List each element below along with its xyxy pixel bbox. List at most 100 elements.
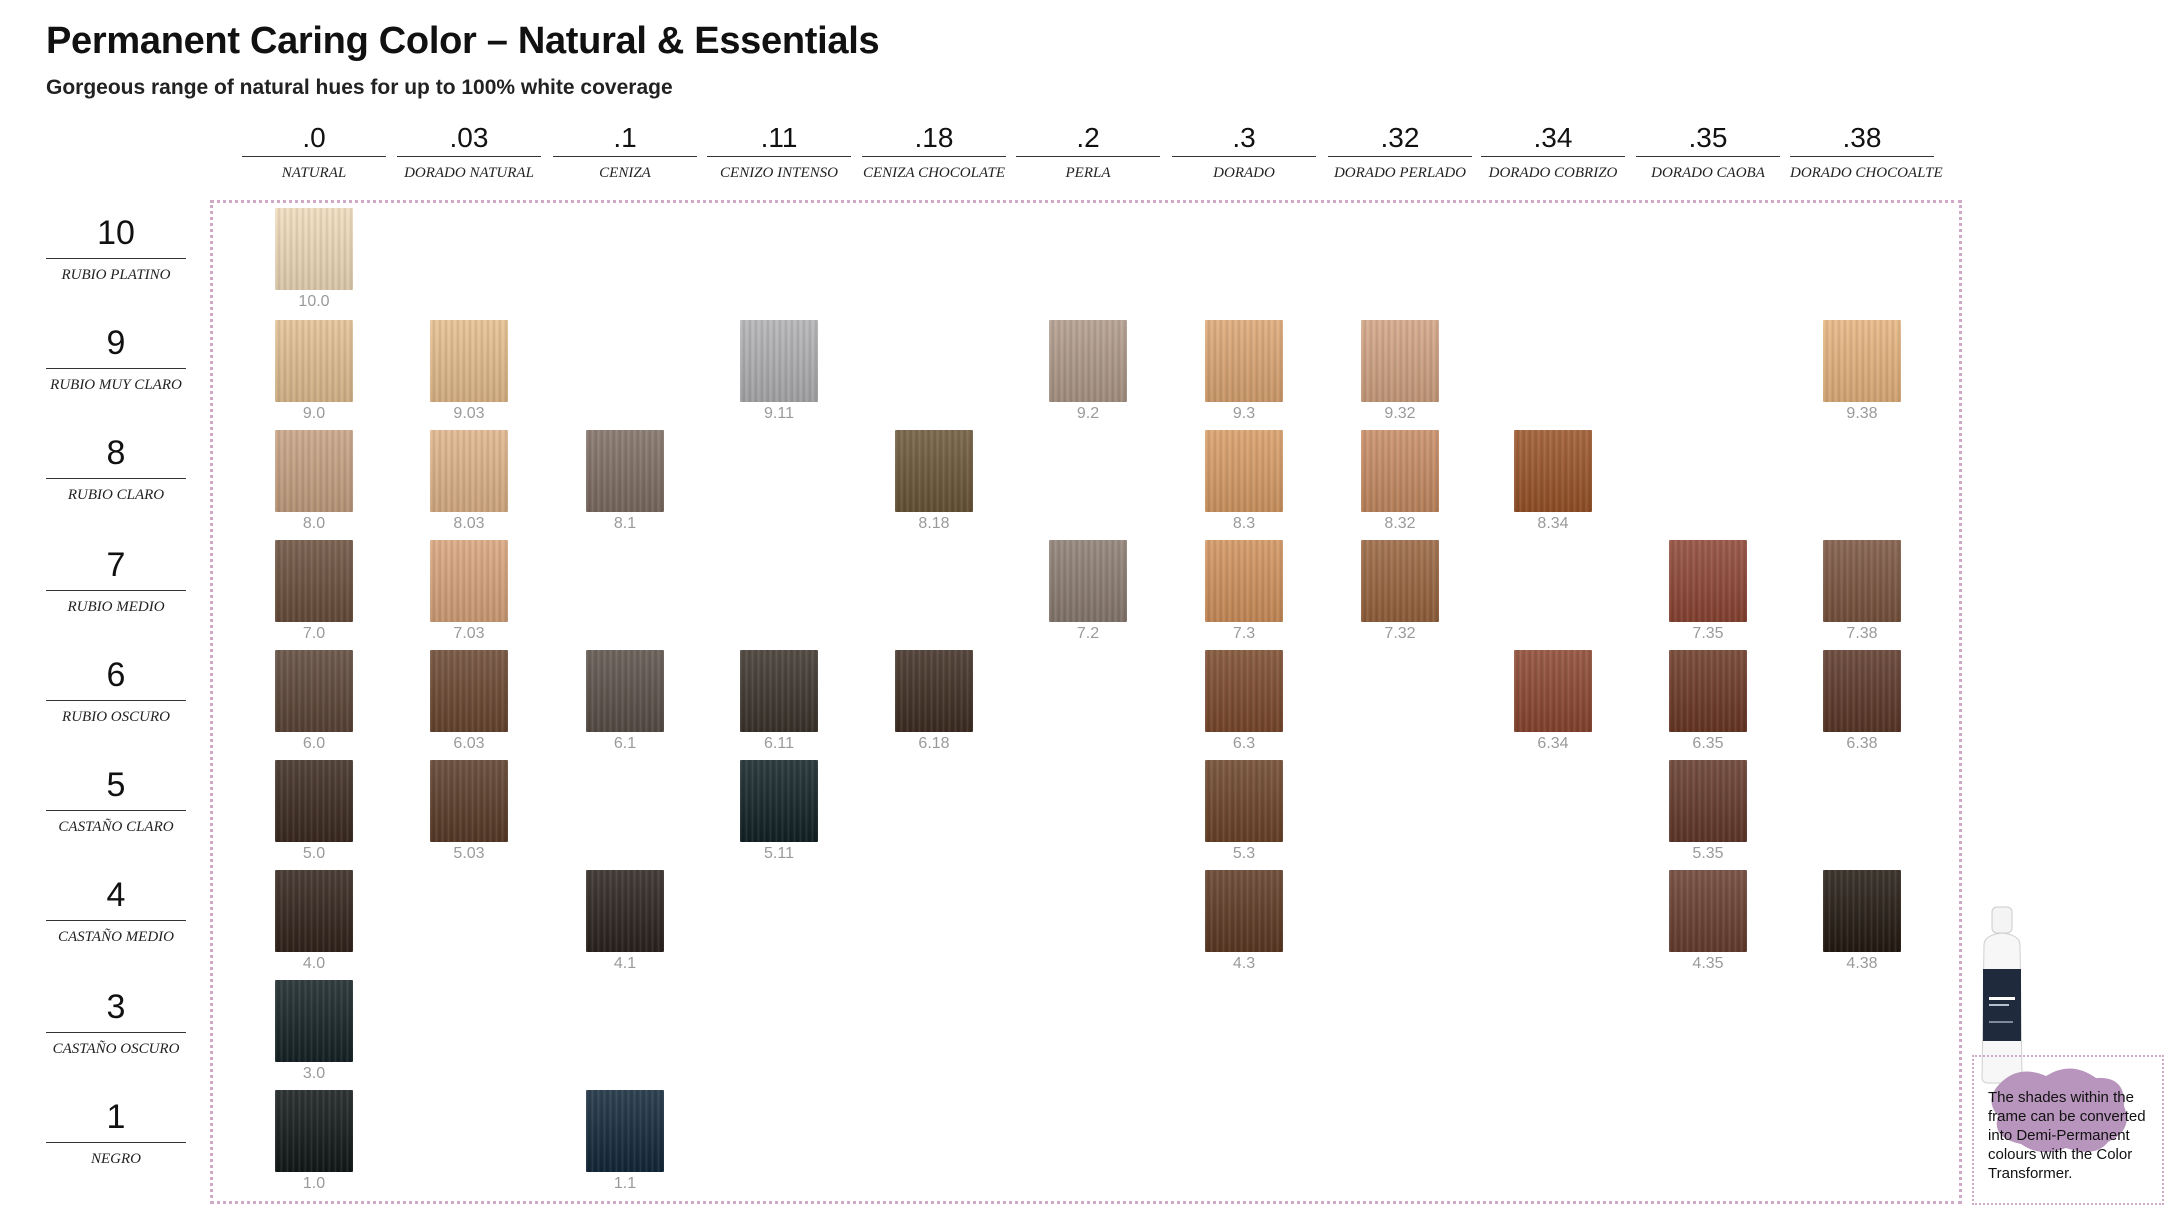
shade-swatch: 7.0: [275, 540, 353, 642]
column-name: DORADO: [1213, 165, 1275, 181]
shade-swatch: 9.32: [1361, 320, 1439, 422]
hair-color-tile: [430, 430, 508, 512]
hair-color-tile: [1205, 870, 1283, 952]
column-code: .35: [1636, 120, 1780, 157]
shade-swatch: 8.1: [586, 430, 664, 532]
row-name: RUBIO OSCURO: [62, 709, 170, 725]
column-code: .18: [862, 120, 1006, 157]
shade-label: 1.0: [302, 1175, 326, 1192]
shade-label: 4.3: [1232, 955, 1256, 972]
color-transformer-bottle-icon: [1981, 906, 2023, 1084]
hair-color-tile: [275, 320, 353, 402]
shade-swatch: 9.0: [275, 320, 353, 422]
column-name: DORADO NATURAL: [404, 165, 534, 181]
shade-swatch: 5.0: [275, 760, 353, 862]
shade-label: 5.03: [453, 845, 485, 862]
shade-swatch: 4.3: [1205, 870, 1283, 972]
shade-label: 9.0: [302, 405, 326, 422]
shade-label: 8.0: [302, 515, 326, 532]
note-frame: [1972, 1055, 2164, 1205]
row-name: RUBIO MUY CLARO: [50, 377, 182, 393]
row-header: 4 CASTAÑO MEDIO: [46, 870, 186, 946]
shade-label: 7.0: [302, 625, 326, 642]
row-level: 6: [46, 650, 186, 701]
shade-label: 5.0: [302, 845, 326, 862]
shade-swatch: 7.38: [1823, 540, 1901, 642]
hair-color-tile: [740, 650, 818, 732]
hair-color-tile: [1361, 320, 1439, 402]
shade-swatch: 1.0: [275, 1090, 353, 1192]
hair-color-tile: [1205, 430, 1283, 512]
hair-color-tile: [1669, 870, 1747, 952]
hair-color-tile: [895, 430, 973, 512]
column-name: DORADO CHOCOALTE: [1790, 165, 1943, 181]
shade-swatch: 9.03: [430, 320, 508, 422]
row-name: CASTAÑO CLARO: [58, 819, 174, 835]
hair-color-tile: [1669, 650, 1747, 732]
column-code: .32: [1328, 120, 1472, 157]
shade-label: 5.35: [1692, 845, 1724, 862]
hair-color-tile: [1205, 650, 1283, 732]
shade-label: 7.3: [1232, 625, 1256, 642]
shade-swatch: 4.35: [1669, 870, 1747, 972]
row-level: 1: [46, 1092, 186, 1143]
shade-label: 9.38: [1846, 405, 1878, 422]
shade-label: 7.32: [1384, 625, 1416, 642]
column-header: .38 DORADO CHOCOALTE: [1790, 120, 1943, 182]
column-name: CENIZA CHOCOLATE: [862, 165, 1006, 181]
column-name: DORADO CAOBA: [1651, 165, 1765, 181]
shade-label: 7.2: [1076, 625, 1100, 642]
row-name: RUBIO MEDIO: [67, 599, 165, 615]
shade-swatch: 9.2: [1049, 320, 1127, 422]
column-code: .34: [1481, 120, 1625, 157]
shade-swatch: 6.35: [1669, 650, 1747, 752]
shade-label: 9.32: [1384, 405, 1416, 422]
shade-label: 6.03: [453, 735, 485, 752]
hair-color-tile: [740, 760, 818, 842]
shade-swatch: 8.32: [1361, 430, 1439, 532]
row-level: 10: [46, 208, 186, 259]
row-header: 3 CASTAÑO OSCURO: [46, 982, 186, 1058]
column-header: .18 CENIZA CHOCOLATE: [862, 120, 1006, 182]
paint-splash-icon: [1991, 1068, 2127, 1153]
row-header: 10 RUBIO PLATINO: [46, 208, 186, 284]
row-header: 9 RUBIO MUY CLARO: [46, 318, 186, 394]
shade-label: 6.0: [302, 735, 326, 752]
shade-label: 6.11: [764, 735, 794, 752]
hair-color-tile: [1514, 430, 1592, 512]
hair-color-tile: [1205, 540, 1283, 622]
shade-swatch: 7.3: [1205, 540, 1283, 642]
row-name: NEGRO: [91, 1151, 141, 1167]
row-level: 7: [46, 540, 186, 591]
column-name: DORADO PERLADO: [1333, 165, 1467, 181]
column-name: NATURAL: [281, 165, 347, 181]
shade-label: 6.18: [918, 735, 950, 752]
hair-color-tile: [1049, 320, 1127, 402]
shade-swatch: 6.11: [740, 650, 818, 752]
page-title: Permanent Caring Color – Natural & Essen…: [46, 20, 880, 62]
shade-label: 9.3: [1232, 405, 1256, 422]
shade-swatch: 5.3: [1205, 760, 1283, 862]
row-level: 8: [46, 428, 186, 479]
shade-label: 8.18: [918, 515, 950, 532]
shade-label: 8.3: [1232, 515, 1256, 532]
shade-label: 8.32: [1384, 515, 1416, 532]
shade-label: 5.3: [1232, 845, 1256, 862]
row-name: RUBIO PLATINO: [61, 267, 171, 283]
hair-color-tile: [275, 650, 353, 732]
column-code: .2: [1016, 120, 1160, 157]
column-code: .1: [553, 120, 697, 157]
hair-color-tile: [586, 1090, 664, 1172]
column-name: CENIZA: [599, 165, 651, 181]
shade-swatch: 6.34: [1514, 650, 1592, 752]
shade-swatch: 6.3: [1205, 650, 1283, 752]
hair-color-tile: [275, 208, 353, 290]
shade-swatch: 10.0: [275, 208, 353, 310]
shade-label: 6.3: [1232, 735, 1256, 752]
shade-swatch: 3.0: [275, 980, 353, 1082]
hair-color-tile: [275, 870, 353, 952]
column-header: .2 PERLA: [1016, 120, 1160, 182]
hair-color-tile: [1514, 650, 1592, 732]
row-name: CASTAÑO OSCURO: [52, 1041, 180, 1057]
hair-color-tile: [430, 650, 508, 732]
